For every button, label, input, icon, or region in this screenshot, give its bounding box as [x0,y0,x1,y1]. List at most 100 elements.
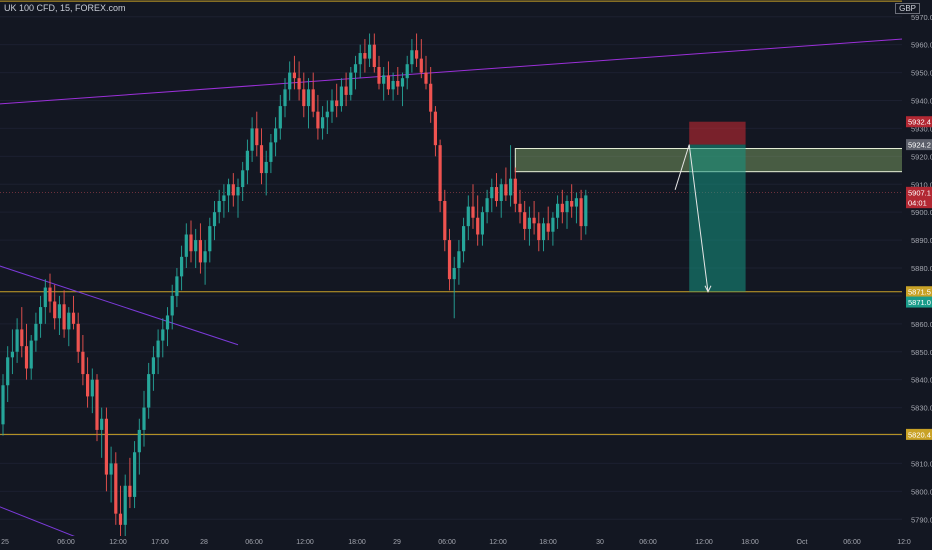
time-axis-bg [0,536,932,550]
candle-body [86,374,90,397]
candle-body [382,75,386,84]
candle-body [372,44,376,67]
candle-body [537,223,541,241]
time-tick-label: 06:00 [245,539,263,546]
candle-body [128,485,132,497]
time-tick-label: 29 [393,539,401,546]
candle-body [335,100,339,107]
candle-body [396,80,400,87]
trendline [0,265,239,346]
candle-body [170,295,174,316]
candle-body [438,145,442,201]
candle-body [118,513,123,525]
price-label-badge [906,286,932,298]
time-tick-label: 18:00 [539,539,557,546]
candle-body [415,50,419,59]
price-tick-label: 5920.0 [911,152,932,161]
candle-body [584,195,588,227]
time-tick-label: Oct [797,539,808,546]
candle-body [90,379,94,397]
candle-body [509,178,513,196]
candle-body [48,287,52,302]
candle-body [43,287,47,308]
time-tick-label: 12:00 [109,539,127,546]
price-label-badge [906,197,932,209]
candle-body [499,184,503,201]
candle-body [259,145,264,174]
price-axis[interactable]: 5970.0 5960.0 5950.0 5940.0 5930.0 5920.0 5910… [902,0,932,550]
candle-body [523,212,527,229]
price-tick-label: 5840.0 [911,376,932,385]
time-tick-label: 06:00 [438,539,456,546]
candle-body [452,268,456,280]
candle-body [208,226,212,252]
price-tick-label: 5880.0 [911,264,932,273]
candle-body [20,329,24,347]
price-label-badge [906,139,932,151]
price-tick-label: 5810.0 [911,459,932,468]
candle-body [297,78,301,90]
candle-body [410,50,414,65]
candle-body [457,251,461,268]
candle-body [419,58,423,73]
candle-body [236,187,240,196]
candle-body [156,340,160,358]
candle-body [189,234,193,252]
price-tick-label: 5900.0 [911,208,932,217]
price-label-badge [906,186,932,198]
trendlines [0,36,932,550]
candle-body [546,223,550,232]
candle-body [311,89,315,112]
candle-body [532,217,536,224]
candle-body [466,206,470,227]
price-axis-bg [902,0,932,550]
candle-body [316,111,320,129]
candle-body [490,187,494,199]
candle-body [556,203,560,218]
candle-body [283,89,287,107]
time-tick-label: 25 [1,539,9,546]
candle-body [349,72,353,95]
candle-body [95,379,99,430]
candle-body [405,64,409,79]
price-label-text: 5871.0 [908,298,931,307]
time-tick-label: 06:00 [639,539,657,546]
candle-body [104,418,108,475]
candle-body [203,251,207,263]
candle-body [274,128,278,143]
candle-body [227,184,231,196]
candles [1,33,588,536]
candle-body [504,184,508,196]
candle-body [184,234,188,257]
candle-body [133,452,137,497]
trendline [0,36,932,105]
candle-body [429,83,433,112]
candle-body [377,67,381,84]
candle-body [480,212,484,235]
candle-body [513,178,517,204]
candle-body [10,351,14,358]
stop-loss-zone [689,121,746,145]
price-tick-label: 5940.0 [911,97,932,106]
projection-arrowhead [704,285,712,293]
projection-path [674,144,712,293]
candle-body [142,407,146,430]
candle-body [180,256,184,277]
price-tick-label: 5850.0 [911,348,932,357]
candle-body [368,44,372,59]
price-tick-label: 5830.0 [911,404,932,413]
price-tick-label: 5800.0 [911,487,932,496]
candle-body [194,240,198,252]
price-tick-label: 5960.0 [911,41,932,50]
candle-body [424,72,428,84]
candle-body [81,351,85,375]
time-tick-label: 06:00 [57,539,75,546]
time-axis[interactable]: 25 06:00 12:00 17:00 28 06:00 12:00 18:00 29 06:0… [0,536,932,550]
currency-badge[interactable]: GBP [895,3,920,14]
horizontal-levels [0,0,902,435]
candle-body [358,53,362,65]
candle-body [39,307,43,324]
time-tick-label: 12:00 [695,539,713,546]
